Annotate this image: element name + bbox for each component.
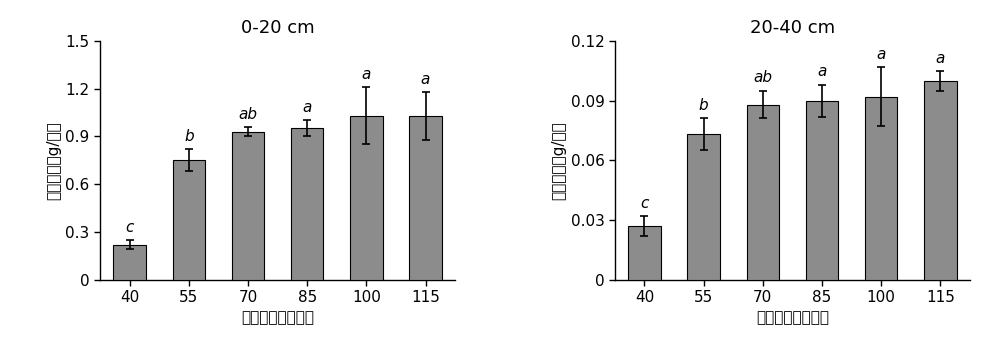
- Title: 0-20 cm: 0-20 cm: [241, 19, 314, 36]
- Bar: [232, 132, 264, 280]
- Text: a: a: [302, 100, 312, 115]
- Text: ab: ab: [238, 107, 257, 122]
- Text: a: a: [936, 50, 945, 65]
- Text: b: b: [184, 129, 194, 144]
- Bar: [350, 116, 383, 280]
- Bar: [865, 97, 897, 280]
- Text: c: c: [125, 220, 134, 235]
- Bar: [924, 81, 957, 280]
- Text: a: a: [421, 72, 430, 87]
- Bar: [806, 101, 838, 280]
- Title: 20-40 cm: 20-40 cm: [750, 19, 835, 36]
- Bar: [409, 116, 442, 280]
- X-axis label: 播种后天数（天）: 播种后天数（天）: [756, 311, 829, 326]
- Text: b: b: [699, 98, 708, 113]
- Bar: [687, 134, 720, 280]
- Text: a: a: [877, 46, 886, 61]
- Text: a: a: [362, 67, 371, 82]
- Text: ab: ab: [753, 70, 772, 85]
- Bar: [113, 244, 146, 280]
- Y-axis label: 根系干重（g/株）: 根系干重（g/株）: [46, 121, 61, 199]
- Bar: [747, 105, 779, 280]
- Text: a: a: [817, 64, 827, 79]
- Bar: [291, 129, 323, 280]
- Bar: [628, 226, 661, 280]
- Text: c: c: [640, 196, 649, 211]
- X-axis label: 播种后天数（天）: 播种后天数（天）: [241, 311, 314, 326]
- Bar: [173, 160, 205, 280]
- Y-axis label: 根系干重（g/株）: 根系干重（g/株）: [551, 121, 566, 199]
